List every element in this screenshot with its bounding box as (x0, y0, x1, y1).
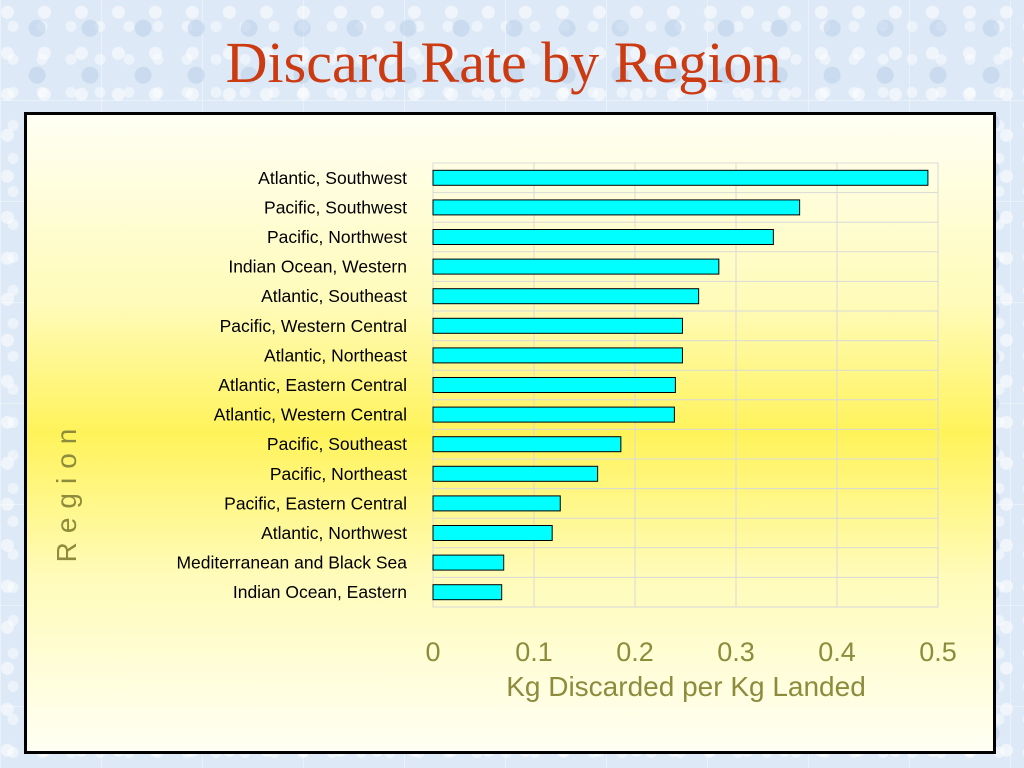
bar (432, 436, 622, 453)
x-tick-label: 0.2 (616, 637, 654, 667)
category-labels: Atlantic, Southwest Pacific, Southwest Pac… (176, 168, 407, 602)
bar (432, 584, 503, 601)
bar (432, 199, 801, 216)
category-label: Pacific, Western Central (220, 316, 407, 336)
slide-title: Discard Rate by Region (225, 30, 782, 95)
category-label: Atlantic, Southwest (258, 168, 407, 188)
bar (432, 406, 675, 423)
category-label: Atlantic, Northwest (261, 523, 407, 543)
bar (432, 258, 720, 275)
bar (432, 465, 599, 482)
bar (432, 288, 700, 305)
category-label: Pacific, Eastern Central (224, 493, 407, 513)
x-tick-label: 0 (425, 637, 440, 667)
bar-chart: Atlantic, Southwest Pacific, Southwest Pac… (176, 162, 957, 702)
x-tick-label: 0.4 (818, 637, 856, 667)
bar (432, 554, 505, 571)
category-label: Pacific, Southwest (264, 197, 407, 217)
bar (432, 495, 561, 512)
bar (432, 525, 553, 541)
category-label: Pacific, Northwest (267, 227, 407, 247)
category-label: Indian Ocean, Eastern (233, 582, 407, 602)
x-tick-label: 0.5 (919, 637, 957, 667)
bar (432, 377, 676, 393)
bar (432, 317, 683, 334)
bar (432, 169, 929, 186)
category-label: Indian Ocean, Western (228, 257, 407, 277)
x-tick-label: 0.1 (515, 637, 553, 667)
chart-frame: Atlantic, Southwest Pacific, Southwest Pac… (24, 112, 996, 754)
category-label: Atlantic, Northeast (264, 345, 407, 365)
bar (432, 347, 683, 364)
category-label: Mediterranean and Black Sea (176, 553, 407, 573)
y-axis-label: Region (51, 419, 82, 563)
bar (432, 229, 774, 245)
bar-layer (432, 169, 929, 601)
category-label: Atlantic, Western Central (214, 405, 407, 425)
x-axis-label: Kg Discarded per Kg Landed (506, 671, 866, 702)
x-tick-label: 0.3 (717, 637, 755, 667)
category-label: Atlantic, Southeast (261, 286, 407, 306)
x-tick-labels: 0 0.1 0.2 0.3 0.4 0.5 (425, 637, 956, 667)
category-label: Pacific, Southeast (267, 434, 407, 454)
category-label: Atlantic, Eastern Central (218, 375, 407, 395)
category-label: Pacific, Northeast (270, 464, 407, 484)
